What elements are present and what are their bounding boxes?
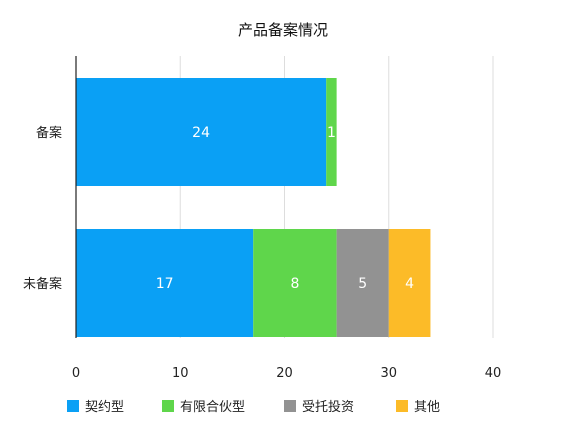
bar-1-2[interactable] xyxy=(336,229,389,337)
legend-item-3[interactable]: 其他 xyxy=(396,400,440,415)
x-tick-label-20: 20 xyxy=(276,366,293,381)
chart-title: 产品备案情况 xyxy=(238,21,328,39)
bar-1-0[interactable] xyxy=(76,229,254,337)
x-tick-label-30: 30 xyxy=(380,366,397,381)
bar-1-1[interactable] xyxy=(253,229,337,337)
bar-value-label-1-0: 17 xyxy=(156,276,174,292)
bar-value-label-1-1: 8 xyxy=(290,276,299,292)
x-tick-label-0: 0 xyxy=(72,366,80,381)
legend-item-0[interactable]: 契约型 xyxy=(67,400,124,415)
bar-0-1[interactable] xyxy=(326,78,337,186)
legend-label-1: 有限合伙型 xyxy=(180,400,245,415)
legend-label-3: 其他 xyxy=(414,400,440,415)
y-tick-label-0: 备案 xyxy=(36,125,62,141)
legend[interactable]: 契约型 有限合伙型 受托投资 其他 xyxy=(67,399,440,415)
bar-value-label-1-2: 5 xyxy=(358,276,367,292)
legend-swatch-3 xyxy=(396,400,408,412)
bar-value-label-1-3: 4 xyxy=(405,276,414,292)
legend-item-1[interactable]: 有限合伙型 xyxy=(162,400,245,415)
bar-value-label-0-1: 1 xyxy=(327,125,336,141)
legend-swatch-2 xyxy=(284,400,296,412)
legend-item-2[interactable]: 受托投资 xyxy=(284,399,354,415)
legend-label-0: 契约型 xyxy=(85,400,124,415)
x-tick-label-10: 10 xyxy=(172,366,189,381)
bar-value-labels: 24 1 17 8 5 4 xyxy=(156,125,414,292)
bar-1-3[interactable] xyxy=(388,229,431,337)
legend-label-2: 受托投资 xyxy=(302,399,354,415)
bar-value-label-0-0: 24 xyxy=(192,125,210,141)
legend-swatch-0 xyxy=(67,400,79,412)
legend-swatch-1 xyxy=(162,400,174,412)
y-tick-label-1: 未备案 xyxy=(23,276,62,292)
bars xyxy=(76,78,431,337)
x-tick-label-40: 40 xyxy=(485,366,502,381)
bar-0-0[interactable] xyxy=(76,78,327,186)
